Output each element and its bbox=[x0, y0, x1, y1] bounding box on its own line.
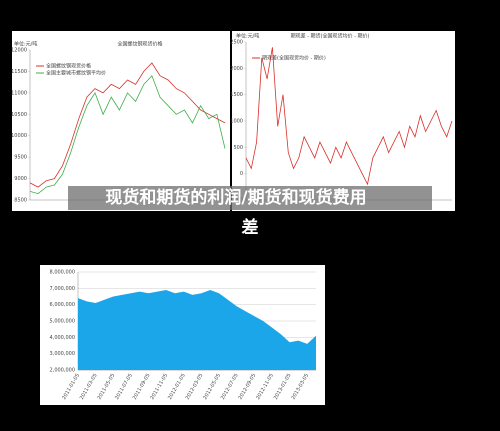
legend-label: 全国主要城市螺纹钢平均价 bbox=[46, 70, 106, 77]
y-tick-label: 0 bbox=[240, 171, 243, 177]
y-tick-label: 8500 bbox=[14, 198, 27, 204]
y-tick-label: 5,000,000 bbox=[50, 319, 75, 325]
chart-title: 全国螺纹钢现货价格 bbox=[117, 41, 162, 48]
y-tick-label: 9000 bbox=[14, 176, 27, 182]
legend-label: 期现差(全国现货均价 - 期价) bbox=[262, 55, 326, 62]
y-tick-label: 12000 bbox=[11, 48, 27, 54]
y-tick-label: 11500 bbox=[11, 69, 27, 75]
panel bbox=[12, 31, 230, 211]
line bbox=[29, 62, 226, 188]
unit-label: 单位:元/吨 bbox=[14, 41, 37, 48]
caption-band bbox=[68, 186, 432, 210]
y-tick-label: 7,000,000 bbox=[50, 286, 75, 292]
y-tick-label: 1000 bbox=[230, 119, 243, 125]
y-tick-label: 10000 bbox=[11, 133, 27, 139]
unit-label: 单位:元/吨 bbox=[236, 33, 259, 40]
y-tick-label: 9500 bbox=[14, 155, 27, 161]
caption-line: 现货和期货的利润/期货和现货费用 bbox=[105, 187, 366, 208]
y-tick-label: 500 bbox=[233, 145, 243, 151]
caption: 现货和期货的利润/期货和现货费用差 bbox=[105, 187, 366, 238]
area bbox=[78, 290, 316, 370]
y-tick-label: 3,000,000 bbox=[50, 351, 75, 357]
y-tick-label: 8,000,000 bbox=[50, 270, 75, 276]
line bbox=[29, 74, 226, 195]
y-tick-label: 2500 bbox=[230, 40, 243, 46]
y-tick-label: 2000 bbox=[230, 66, 243, 72]
y-tick-label: 1500 bbox=[230, 92, 243, 98]
y-tick-label: 4,000,000 bbox=[50, 335, 75, 341]
line bbox=[245, 47, 453, 186]
legend-label: 全国螺纹钢现货价格 bbox=[46, 63, 91, 70]
chart-title: 期现差 - 期货(全国现货均价 - 期价) bbox=[291, 33, 370, 40]
y-tick-label: 10500 bbox=[11, 112, 27, 118]
y-tick-label: 6,000,000 bbox=[50, 302, 75, 308]
caption-line: 差 bbox=[242, 217, 259, 238]
y-tick-label: 11000 bbox=[11, 90, 27, 96]
panel bbox=[232, 31, 455, 211]
y-tick-label: 2,000,000 bbox=[50, 368, 75, 374]
